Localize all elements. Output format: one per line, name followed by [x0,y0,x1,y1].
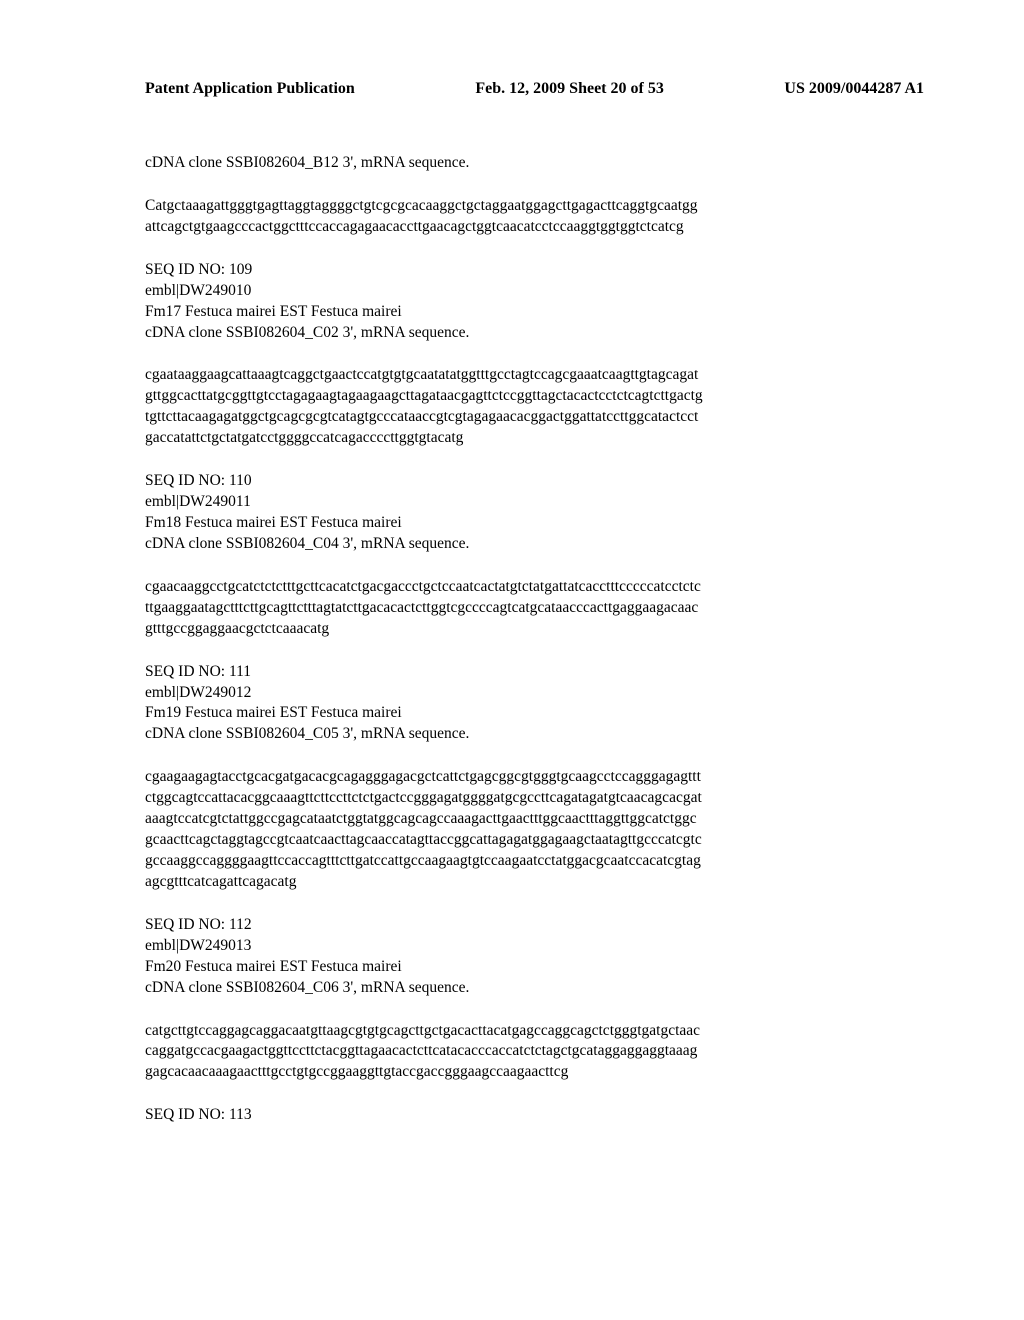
entry-description: SEQ ID NO: 112embl|DW249013Fm20 Festuca … [145,915,924,999]
sequence-line: gttggcacttatgcggttgtcctagagaagtagaagaagc… [145,386,924,407]
description-line: Fm18 Festuca mairei EST Festuca mairei [145,513,924,534]
entry-description: SEQ ID NO: 110embl|DW249011Fm18 Festuca … [145,471,924,555]
description-line: SEQ ID NO: 113 [145,1105,924,1126]
entry-description: SEQ ID NO: 109embl|DW249010Fm17 Festuca … [145,260,924,344]
entry-description: cDNA clone SSBI082604_B12 3', mRNA seque… [145,153,924,174]
description-line: SEQ ID NO: 112 [145,915,924,936]
description-line: embl|DW249013 [145,936,924,957]
sequence-line: gaccatattctgctatgatcctggggccatcagacccctt… [145,428,924,449]
entry-description: SEQ ID NO: 113 [145,1105,924,1126]
description-line: cDNA clone SSBI082604_C05 3', mRNA seque… [145,724,924,745]
sequence-line: tgttcttacaagagatggctgcagcgcgtcatagtgccca… [145,407,924,428]
sequence-line: Catgctaaagattgggtgagttaggtaggggctgtcgcgc… [145,196,924,217]
description-line: Fm17 Festuca mairei EST Festuca mairei [145,302,924,323]
sequence-line: aaagtccatcgtctattggccgagcataatctggtatggc… [145,809,924,830]
sequence-line: cgaagaagagtacctgcacgatgacacgcagagggagacg… [145,767,924,788]
sequence-line: attcagctgtgaagcccactggctttccaccagagaacac… [145,217,924,238]
description-line: Fm19 Festuca mairei EST Festuca mairei [145,703,924,724]
header-publication: Patent Application Publication [145,80,355,98]
description-line: cDNA clone SSBI082604_C06 3', mRNA seque… [145,978,924,999]
sequence-listing: cDNA clone SSBI082604_B12 3', mRNA seque… [145,153,924,1126]
sequence-line: agcgtttcatcagattcagacatg [145,872,924,893]
sequence-line: caggatgccacgaagactggttccttctacggttagaaca… [145,1041,924,1062]
sequence-line: ctggcagtccattacacggcaaagttcttccttctctgac… [145,788,924,809]
sequence-line: ttgaaggaatagctttcttgcagttctttagtatcttgac… [145,598,924,619]
description-line: cDNA clone SSBI082604_C04 3', mRNA seque… [145,534,924,555]
sequence-line: gcaacttcagctaggtagccgtcaatcaacttagcaacca… [145,830,924,851]
sequence-line: gccaaggccaggggaagttccaccagtttcttgatccatt… [145,851,924,872]
header-date-sheet: Feb. 12, 2009 Sheet 20 of 53 [475,80,663,98]
description-line: embl|DW249012 [145,683,924,704]
header-doc-number: US 2009/0044287 A1 [784,80,924,98]
description-line: cDNA clone SSBI082604_C02 3', mRNA seque… [145,323,924,344]
entry-description: SEQ ID NO: 111embl|DW249012Fm19 Festuca … [145,662,924,746]
description-line: embl|DW249010 [145,281,924,302]
description-line: embl|DW249011 [145,492,924,513]
page-container: Patent Application Publication Feb. 12, … [0,0,1024,1208]
sequence-line: gtttgccggaggaacgctctcaaacatg [145,619,924,640]
sequence-block: cgaacaaggcctgcatctctctttgcttcacatctgacga… [145,577,924,640]
description-line: Fm20 Festuca mairei EST Festuca mairei [145,957,924,978]
description-line: cDNA clone SSBI082604_B12 3', mRNA seque… [145,153,924,174]
sequence-line: cgaacaaggcctgcatctctctttgcttcacatctgacga… [145,577,924,598]
sequence-block: cgaagaagagtacctgcacgatgacacgcagagggagacg… [145,767,924,893]
description-line: SEQ ID NO: 109 [145,260,924,281]
sequence-block: Catgctaaagattgggtgagttaggtaggggctgtcgcgc… [145,196,924,238]
sequence-block: catgcttgtccaggagcaggacaatgttaagcgtgtgcag… [145,1021,924,1084]
sequence-line: gagcacaacaaagaactttgcctgtgccggaaggttgtac… [145,1062,924,1083]
description-line: SEQ ID NO: 111 [145,662,924,683]
sequence-line: cgaataaggaagcattaaagtcaggctgaactccatgtgt… [145,365,924,386]
description-line: SEQ ID NO: 110 [145,471,924,492]
sequence-line: catgcttgtccaggagcaggacaatgttaagcgtgtgcag… [145,1021,924,1042]
sequence-block: cgaataaggaagcattaaagtcaggctgaactccatgtgt… [145,365,924,449]
page-header: Patent Application Publication Feb. 12, … [145,80,924,98]
